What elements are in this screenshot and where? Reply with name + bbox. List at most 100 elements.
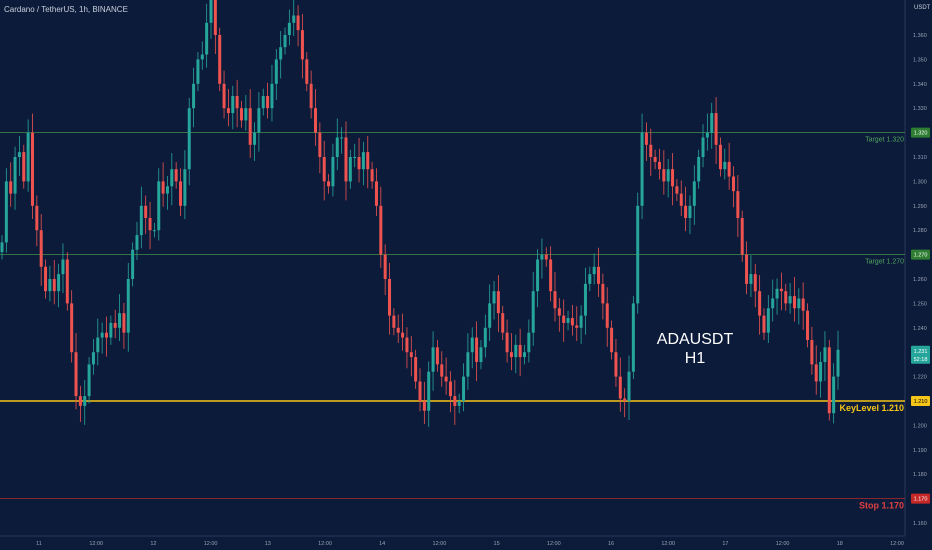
price-axis[interactable]: 1.360 1.350 1.340 1.330 1.320 1.310 1.300 1.290… (911, 33, 930, 527)
candle-body (109, 322, 113, 338)
candle-body (832, 376, 836, 414)
candle-body (745, 254, 749, 284)
candle-body (684, 205, 688, 218)
candle-body (649, 144, 653, 157)
candle-body (527, 332, 531, 353)
candle-body (692, 181, 696, 206)
candle-body (544, 254, 548, 260)
time-tick-label: 12:00 (204, 541, 218, 547)
candle-body (657, 161, 661, 170)
candle-body (801, 298, 805, 311)
candle-body (396, 327, 400, 333)
candle-body (666, 169, 670, 182)
target-1-270-badge (911, 249, 930, 260)
symbol-title: Cardano / TetherUS, 1h, BINANCE (4, 5, 128, 14)
candle-body (287, 22, 291, 35)
candle-body (409, 352, 413, 358)
candle-body (592, 266, 596, 275)
candle-body (9, 181, 13, 194)
candle-body (17, 152, 21, 157)
candle-body (348, 157, 352, 182)
candle-body (244, 108, 248, 121)
candle-body (57, 274, 61, 292)
target-1-320-label: Target 1.320 (865, 137, 904, 144)
candle-body (226, 108, 230, 114)
candle-body (118, 313, 122, 328)
candle-body (806, 310, 810, 340)
candle-body (374, 181, 378, 206)
candle-body (131, 249, 135, 279)
candle-body (61, 259, 65, 275)
candle-body (792, 296, 796, 309)
candle-body (509, 352, 513, 358)
candle-body (623, 398, 627, 401)
candle-body (148, 218, 152, 231)
candle-body (597, 266, 601, 284)
candle-body (636, 205, 640, 304)
candle-body (579, 315, 583, 328)
candle-body (309, 83, 313, 109)
time-tick-label: 14 (379, 541, 385, 547)
candle-body (605, 303, 609, 328)
candle-body (266, 96, 270, 109)
candle-body (183, 169, 187, 206)
candle-body (52, 279, 56, 292)
candle-body (200, 54, 204, 60)
price-tick-label: 1.240 (913, 326, 927, 332)
candle-body (401, 332, 405, 338)
candle-body (740, 218, 744, 255)
candle-body (457, 401, 461, 406)
candle-body (261, 96, 265, 109)
current-price-text: 1.231 (914, 349, 928, 355)
price-tick-label: 1.160 (913, 521, 927, 527)
candle-body (161, 181, 165, 194)
candle-body (187, 108, 191, 170)
candle-body (618, 376, 622, 399)
candle-body (22, 152, 26, 182)
candle-body (492, 291, 496, 304)
annotation-timeframe: H1 (684, 350, 706, 367)
time-tick-label: 12:00 (890, 541, 904, 547)
candle-body (775, 288, 779, 299)
target-1-270-badge-text: 1.270 (914, 253, 928, 259)
price-tick-label: 1.250 (913, 301, 927, 307)
candle-body (213, 0, 217, 35)
candle-body (588, 274, 592, 284)
time-tick-label: 12 (150, 541, 156, 547)
time-tick-label: 16 (608, 541, 614, 547)
candle-body (435, 347, 439, 365)
candle-body (331, 157, 335, 187)
candle-body (344, 137, 348, 182)
candle-body (518, 344, 522, 358)
candle-body (113, 322, 117, 328)
candle-body (462, 376, 466, 401)
candle-body (427, 371, 431, 411)
candle-body (566, 318, 570, 323)
time-tick-label: 12:00 (89, 541, 103, 547)
candle-body (44, 266, 48, 292)
candle-body (614, 352, 618, 377)
candle-body (74, 352, 78, 397)
candle-body (710, 113, 714, 133)
candle-body (631, 303, 635, 372)
candle-body (4, 181, 8, 243)
candle-body (13, 157, 17, 194)
candle-body (444, 376, 448, 382)
key-level-1-210-badge-text: 1.210 (914, 399, 928, 405)
time-tick-label: 12:00 (433, 541, 447, 547)
candle-body (283, 35, 287, 48)
candle-body (414, 357, 418, 382)
candle-body (653, 157, 657, 162)
time-tick-label: 12:00 (661, 541, 675, 547)
candle-body (139, 205, 143, 236)
candle-body (327, 181, 331, 187)
candle-body (640, 132, 644, 206)
candle-body (0, 242, 4, 253)
candle-body (39, 230, 43, 267)
candle-body (440, 364, 444, 377)
price-tick-label: 1.290 (913, 204, 927, 210)
candle-body (422, 401, 426, 411)
time-axis[interactable]: 11 12:00 12 12:00 13 12:00 14 12:00 15 12:00 16 12:… (36, 541, 904, 547)
time-tick-label: 12:00 (547, 541, 561, 547)
